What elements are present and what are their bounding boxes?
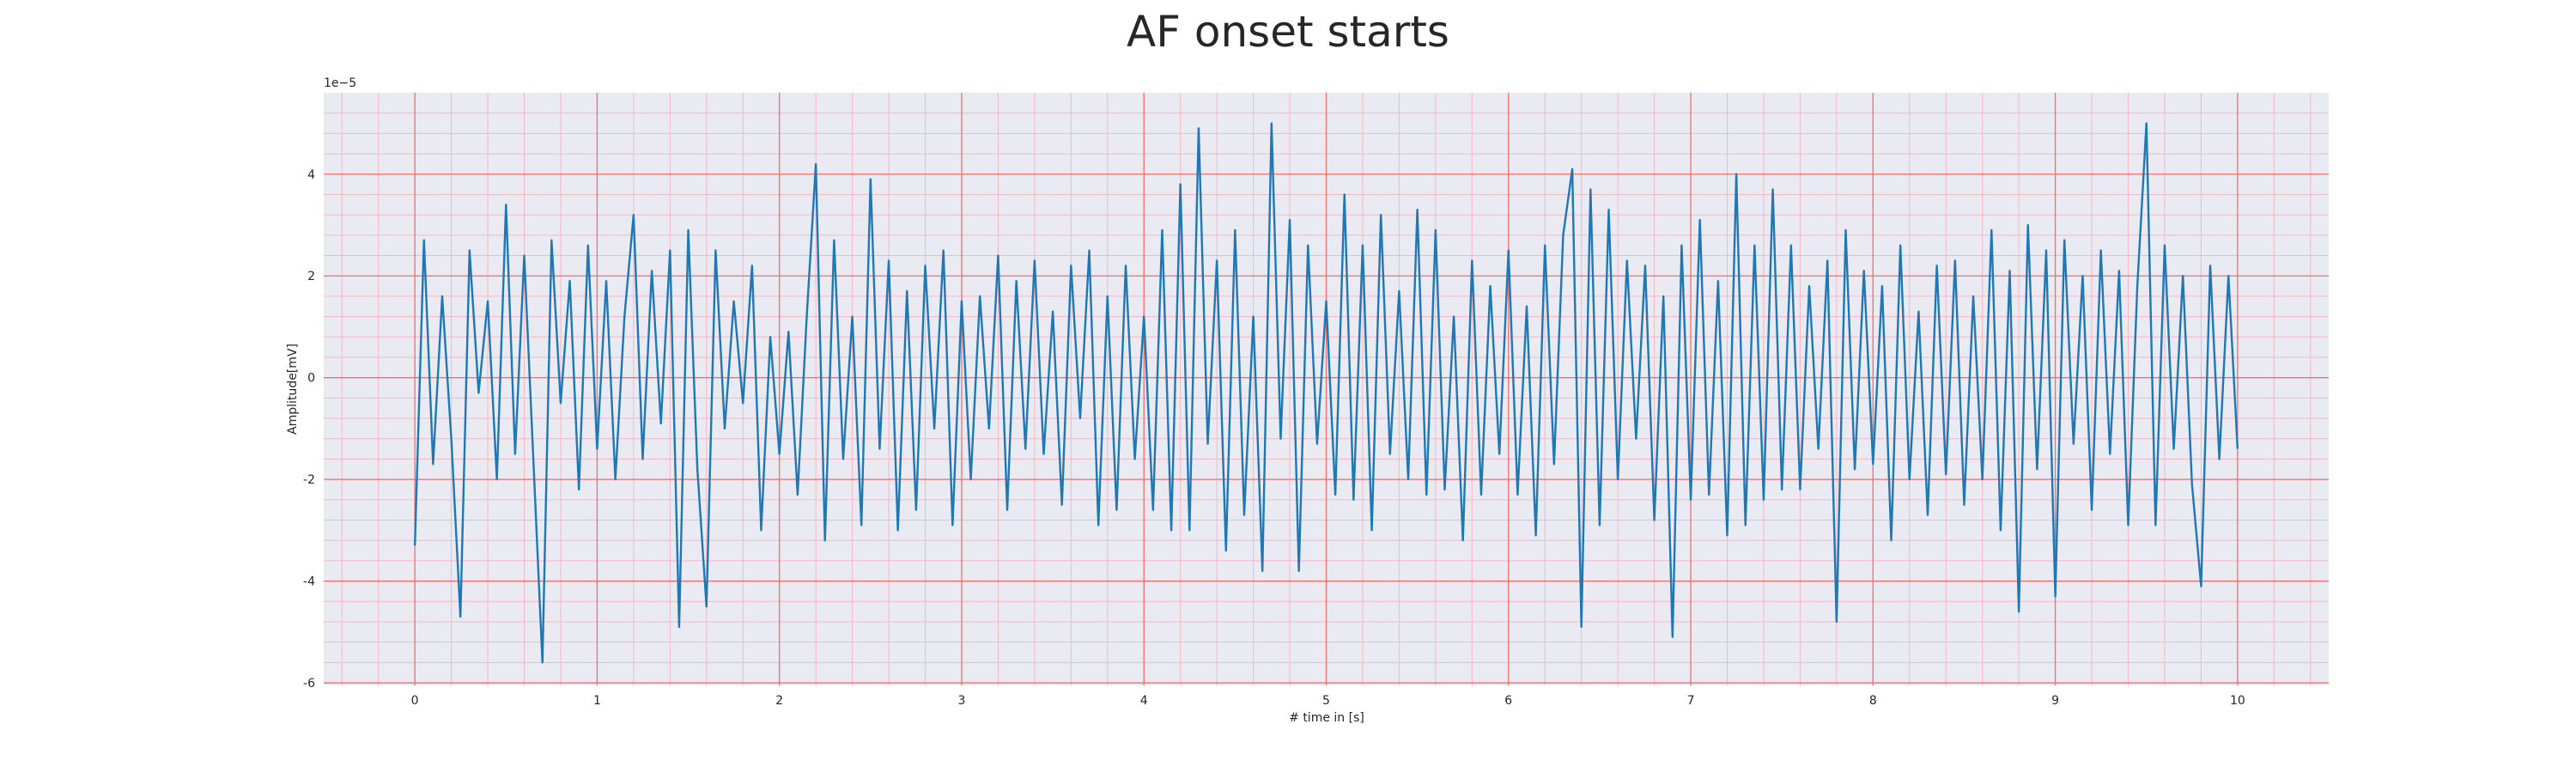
y-tick-label: 4 xyxy=(307,168,315,182)
grid xyxy=(324,93,2329,685)
x-tick-label: 10 xyxy=(2230,694,2245,708)
x-tick-label: 5 xyxy=(1322,694,1330,708)
x-tick-label: 6 xyxy=(1504,694,1512,708)
x-axis-label: # time in [s] xyxy=(1289,711,1364,725)
x-tick-label: 0 xyxy=(411,694,419,708)
y-tick-label: -2 xyxy=(303,473,315,487)
x-tick-label: 1 xyxy=(593,694,601,708)
x-tick-label: 2 xyxy=(775,694,783,708)
x-tick-label: 3 xyxy=(957,694,965,708)
y-tick-label: -4 xyxy=(303,575,315,589)
signal-line xyxy=(413,122,2239,664)
chart-title: AF onset starts xyxy=(1127,7,1449,57)
y-offset-text: 1e−5 xyxy=(324,76,356,90)
x-tick-label: 4 xyxy=(1140,694,1148,708)
y-tick-label: -6 xyxy=(303,677,315,691)
x-tick-label: 7 xyxy=(1687,694,1695,708)
y-tick-label: 0 xyxy=(307,372,315,386)
x-tick-label: 8 xyxy=(1869,694,1877,708)
y-tick-label: 2 xyxy=(307,270,315,283)
x-tick-label: 9 xyxy=(2051,694,2059,708)
y-axis-label: Amplitude[mV] xyxy=(286,344,300,435)
